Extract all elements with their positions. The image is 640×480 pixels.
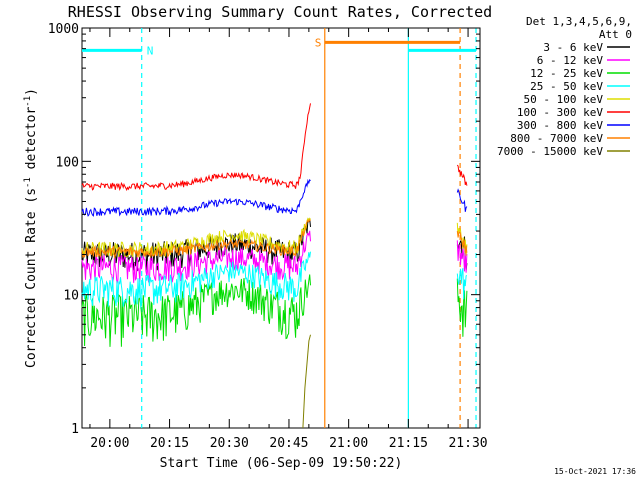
series-line: [81, 178, 311, 217]
y-axis-label-mid: detector: [24, 107, 39, 178]
y-axis-label: Corrected Count Rate (s-1 detector-1): [23, 88, 39, 368]
x-tick-label: 20:45: [269, 436, 308, 451]
y-axis-label-end: ): [24, 88, 39, 96]
legend-header-detectors: Det 1,3,4,5,6,9,: [526, 15, 632, 28]
series-line: [81, 230, 311, 285]
x-tick-label: 21:15: [389, 436, 428, 451]
x-axis: 20:00 20:15 20:30 20:45 21:00 21:15 21:30: [89, 28, 488, 451]
flag-lines: [141, 28, 477, 428]
series-line: [81, 274, 311, 347]
series-lines: [81, 103, 468, 429]
y-tick-label: 1: [71, 422, 79, 437]
legend-label: 100 - 300 keV: [517, 106, 603, 119]
flag-label: N: [147, 44, 154, 57]
x-tick-label: 20:30: [210, 436, 249, 451]
x-tick-label: 21:30: [448, 436, 487, 451]
legend-label: 6 - 12 keV: [537, 54, 604, 67]
series-line-post-gap: [456, 268, 468, 300]
x-tick-label: 20:00: [90, 436, 129, 451]
y-axis: 1 10 100 1000: [48, 22, 480, 437]
series-line-post-gap: [456, 278, 468, 337]
flag-bars: NS: [82, 36, 477, 57]
series-line: [81, 218, 311, 260]
legend-label: 3 - 6 keV: [543, 41, 603, 54]
plot-frame: [81, 27, 481, 429]
series-line-post-gap: [456, 222, 468, 256]
series-line-post-gap: [456, 164, 468, 186]
legend-header-attenuator: Att 0: [599, 28, 632, 41]
series-line: [81, 103, 311, 192]
chart-title: RHESSI Observing Summary Count Rates, Co…: [68, 3, 492, 21]
series-line: [81, 251, 311, 309]
x-axis-label: Start Time (06-Sep-09 19:50:22): [160, 456, 403, 471]
x-tick-label: 20:15: [150, 436, 189, 451]
legend-label: 800 - 7000 keV: [510, 132, 603, 145]
y-axis-label-sup2: -1: [23, 96, 33, 107]
y-tick-label: 100: [56, 155, 79, 170]
y-tick-label: 1000: [48, 22, 79, 37]
y-axis-label-main: Corrected Count Rate (s: [24, 188, 39, 368]
timestamp: 15-Oct-2021 17:36: [554, 467, 636, 476]
legend-label: 300 - 800 keV: [517, 119, 603, 132]
legend-label: 25 - 50 keV: [530, 80, 603, 93]
y-axis-label-sup1: -1: [23, 177, 33, 188]
flag-label: S: [315, 36, 322, 49]
legend-label: 50 - 100 keV: [524, 93, 604, 106]
legend-label: 12 - 25 keV: [530, 67, 603, 80]
legend-label: 7000 - 15000 keV: [497, 145, 603, 158]
series-line-post-gap: [456, 230, 468, 254]
series-line-post-gap: [456, 188, 468, 212]
series-line: [302, 334, 311, 429]
x-tick-label: 21:00: [329, 436, 368, 451]
y-tick-label: 10: [63, 289, 79, 304]
plot-area: NS: [81, 27, 481, 429]
